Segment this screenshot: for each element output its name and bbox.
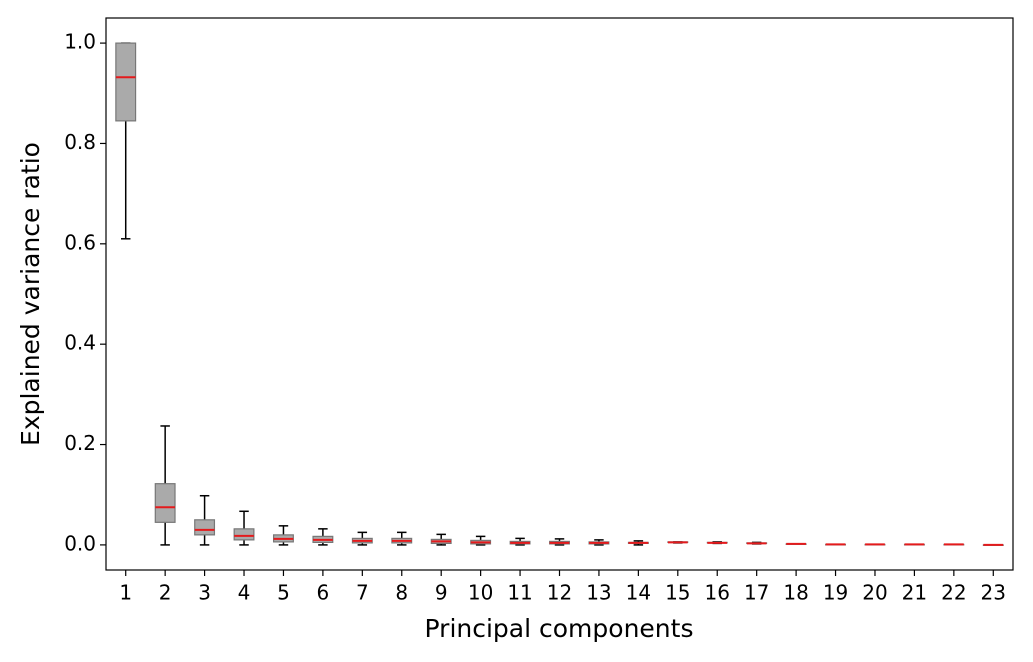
x-tick-label: 7 [356, 581, 369, 605]
x-tick-label: 10 [468, 581, 493, 605]
x-tick-label: 14 [626, 581, 651, 605]
box [115, 42, 137, 122]
y-tick-label: 0.6 [64, 230, 96, 254]
y-tick-label: 0.0 [64, 531, 96, 555]
x-tick-label: 8 [395, 581, 408, 605]
x-tick-label: 16 [705, 581, 730, 605]
x-tick-label: 18 [783, 581, 808, 605]
box [154, 483, 176, 523]
x-tick-label: 5 [277, 581, 290, 605]
x-tick-label: 19 [823, 581, 848, 605]
x-tick-label: 13 [586, 581, 611, 605]
y-tick-label: 0.4 [64, 331, 96, 355]
x-tick-label: 3 [198, 581, 211, 605]
y-tick-label: 0.2 [64, 431, 96, 455]
x-tick-label: 12 [547, 581, 572, 605]
box [194, 519, 216, 536]
x-tick-label: 6 [317, 581, 330, 605]
x-tick-label: 4 [238, 581, 251, 605]
x-tick-label: 22 [941, 581, 966, 605]
box [233, 528, 255, 541]
plot-frame [105, 17, 1014, 571]
y-tick-label: 1.0 [64, 30, 96, 54]
x-tick-label: 20 [862, 581, 887, 605]
x-tick-label: 21 [902, 581, 927, 605]
x-tick-label: 23 [981, 581, 1006, 605]
y-axis-label: Explained variance ratio [16, 142, 45, 446]
x-tick-label: 1 [119, 581, 132, 605]
x-tick-label: 2 [159, 581, 172, 605]
x-tick-label: 11 [507, 581, 532, 605]
x-tick-label: 9 [435, 581, 448, 605]
x-tick-label: 17 [744, 581, 769, 605]
x-tick-label: 15 [665, 581, 690, 605]
y-tick-label: 0.8 [64, 130, 96, 154]
x-axis-label: Principal components [425, 614, 694, 643]
